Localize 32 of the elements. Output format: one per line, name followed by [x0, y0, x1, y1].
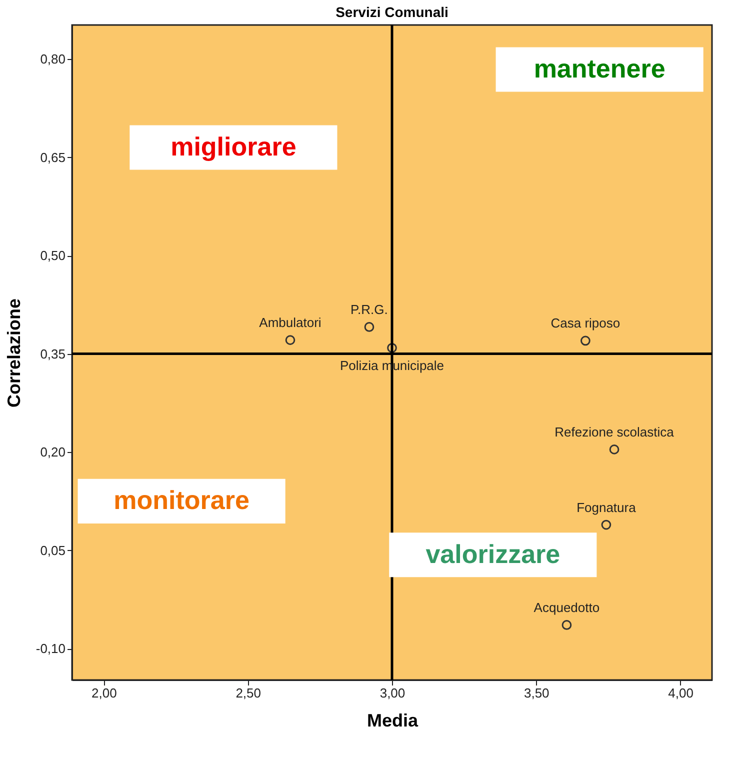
- point: [364, 322, 374, 332]
- annotation: valorizzare: [426, 538, 560, 569]
- x-tick-label: 2,50: [236, 686, 262, 700]
- point: [601, 520, 612, 530]
- point: [562, 620, 572, 630]
- annotation: Ambulatori: [259, 315, 322, 330]
- y-tick-label: 0,20: [40, 444, 66, 460]
- y-tick-label: 0,35: [40, 346, 66, 362]
- y-tick-label: 0,65: [40, 150, 66, 165]
- x-axis-title: Media: [366, 710, 419, 730]
- y-tick-label: 0,80: [40, 52, 66, 67]
- x-tick-label: 4,00: [668, 686, 694, 700]
- point: [285, 335, 296, 345]
- y-tick-label: 0,50: [40, 248, 66, 264]
- chart-title: Servizi Comunali: [336, 4, 448, 20]
- annotation: migliorare: [170, 131, 296, 162]
- annotation: monitorare: [114, 485, 250, 516]
- x-tick-label: 3,50: [524, 686, 550, 700]
- annotation: Acquedotto: [534, 600, 600, 615]
- annotation: mantenere: [534, 54, 666, 84]
- point: [580, 336, 590, 346]
- y-tick-label: -0,10: [36, 641, 66, 656]
- point: [609, 444, 620, 454]
- y-axis-title: Correlazione: [4, 298, 24, 408]
- x-tick-label: 2,00: [92, 686, 117, 700]
- point: [387, 342, 397, 353]
- annotation: P.R.G.: [350, 302, 388, 317]
- annotation: Refezione scolastica: [554, 424, 675, 440]
- x-tick-label: 3,00: [380, 686, 406, 700]
- annotation: Fognatura: [576, 500, 637, 515]
- annotation: Casa riposo: [550, 316, 620, 331]
- y-tick-label: 0,05: [40, 542, 66, 558]
